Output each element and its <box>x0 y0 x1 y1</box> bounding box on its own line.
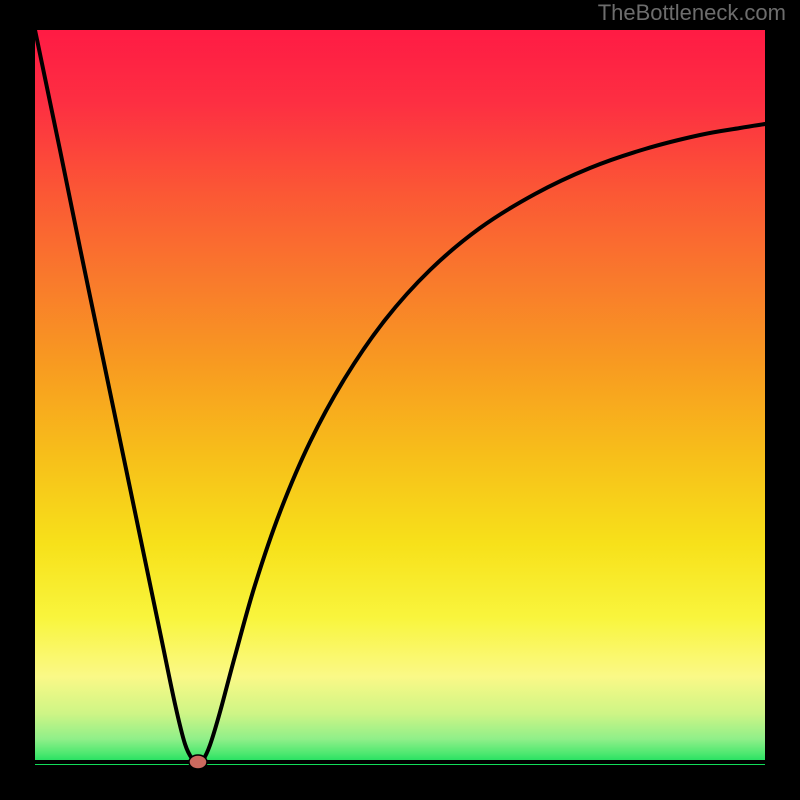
chart-svg <box>0 0 800 800</box>
plot-background <box>35 30 765 765</box>
watermark-text: TheBottleneck.com <box>598 0 786 26</box>
figure-container: TheBottleneck.com <box>0 0 800 800</box>
optimum-marker <box>189 755 207 769</box>
